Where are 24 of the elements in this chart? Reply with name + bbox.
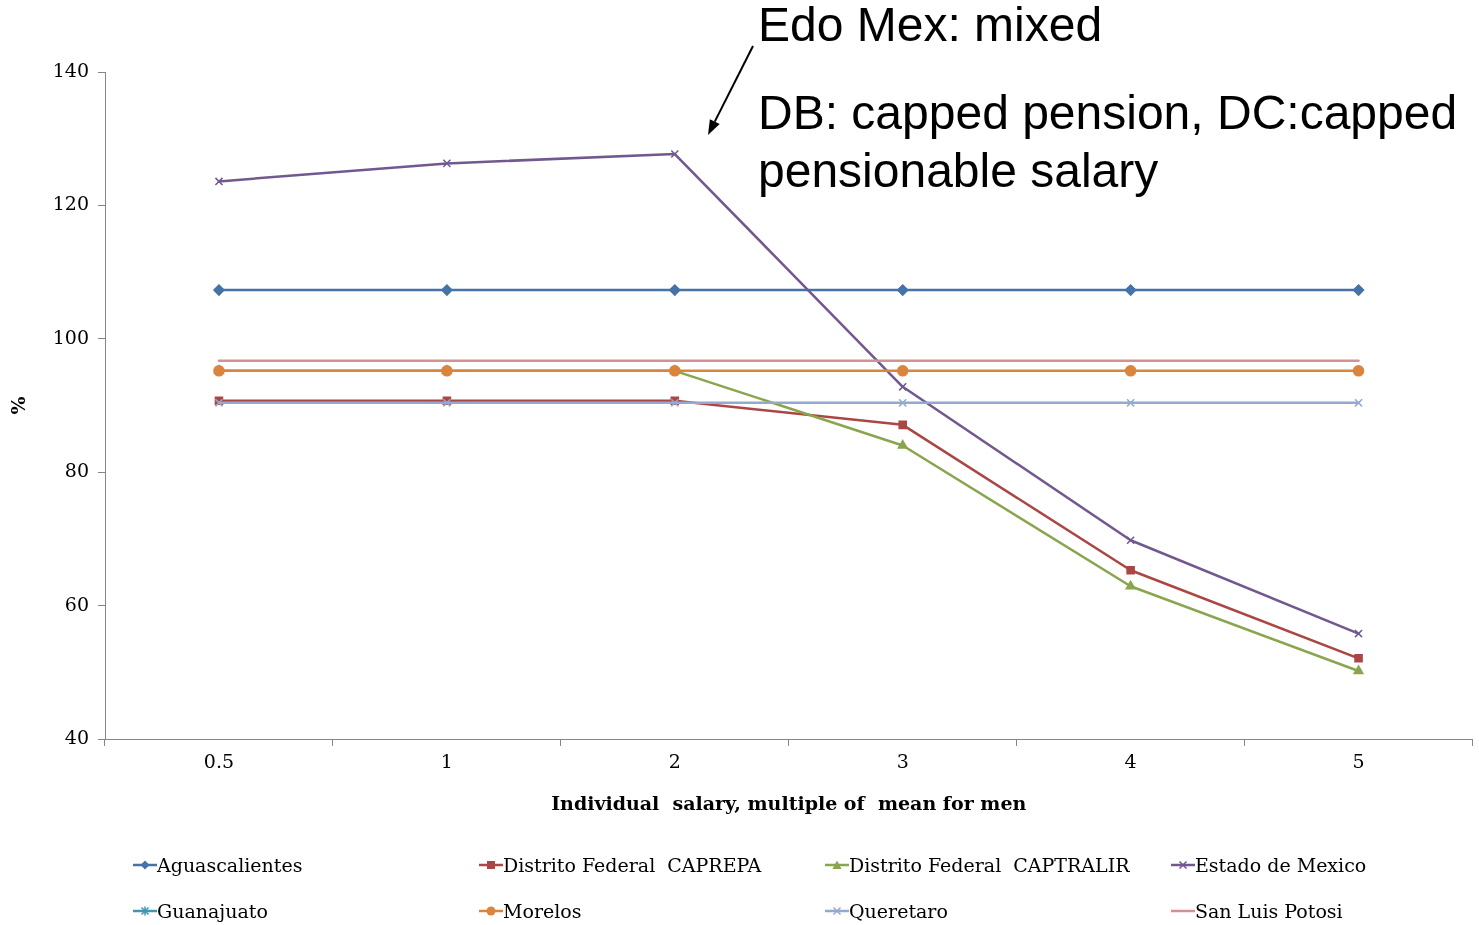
legend-label: San Luis Potosi [1195, 900, 1343, 922]
legend-label: Morelos [503, 900, 582, 922]
legend-label: Aguascalientes [157, 854, 303, 876]
y-tick-label: 140 [52, 58, 89, 81]
x-tick-label: 5 [1352, 750, 1365, 773]
y-tick-label: 100 [52, 325, 89, 348]
x-axis-title: Individual salary, multiple of mean for men [551, 791, 1027, 814]
text: Edo Mex: mixed [758, 0, 1104, 51]
y-axis-title: % [7, 396, 30, 415]
x-tick-label: 3 [896, 750, 909, 773]
legend-label: Distrito Federal CAPREPA [503, 854, 762, 876]
y-tick-label: 80 [64, 459, 89, 482]
legend-label: Queretaro [849, 900, 948, 922]
y-tick-label: 40 [64, 725, 89, 748]
x-tick-label: 2 [668, 750, 681, 773]
x-tick-label: 1 [440, 750, 453, 773]
y-tick-label: 60 [64, 592, 89, 615]
legend-label: Guanajuato [157, 900, 268, 922]
annotation: DB: capped pension, DC:capped pensionable salary [758, 85, 1459, 199]
legend-label: Estado de Mexico [1195, 854, 1367, 876]
legend-label: Distrito Federal CAPTRALIR [849, 854, 1130, 876]
x-tick-label: 0.5 [203, 750, 235, 773]
y-tick-label: 120 [52, 192, 89, 215]
x-tick-label: 4 [1124, 750, 1137, 773]
